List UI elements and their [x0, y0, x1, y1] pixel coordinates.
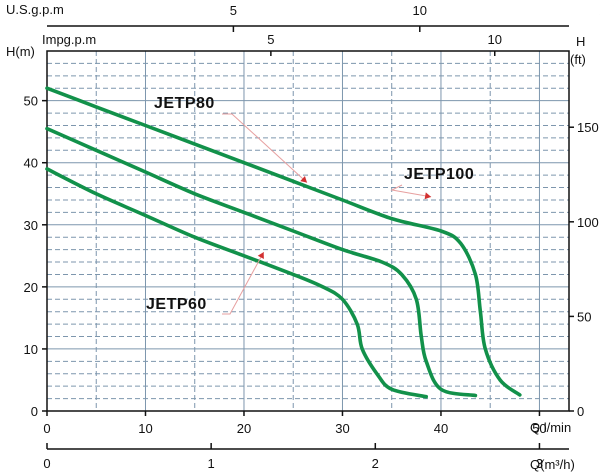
y-right-tick-label: 150 — [577, 120, 599, 135]
label-layer: JETP80 JETP100 JETP60 — [146, 95, 474, 315]
x-tick-label: 40 — [434, 421, 448, 436]
curve-jetp60 — [45, 167, 428, 399]
y-left-tick-label: 0 — [31, 404, 38, 419]
x-tick-label: 20 — [237, 421, 251, 436]
impgpm-tick-label: 10 — [488, 32, 502, 47]
curve-jetp80 — [45, 126, 478, 398]
y-left-tick-label: 40 — [24, 156, 38, 171]
x-tick-label: 0 — [43, 421, 50, 436]
y-left-tick-label: 20 — [24, 280, 38, 295]
curve-label-jetp60: JETP60 — [146, 296, 207, 313]
x-tick-label: 10 — [138, 421, 152, 436]
y-left-tick-label: 50 — [24, 94, 38, 109]
usgpm-tick-label: 5 — [230, 3, 237, 18]
y-right-tick-label: 100 — [577, 215, 599, 230]
arrowhead-jetp80 — [300, 175, 308, 183]
arrowhead-jetp100 — [424, 192, 432, 200]
curve-label-jetp80: JETP80 — [154, 95, 215, 112]
usgpm-tick-label: 15 — [599, 3, 600, 18]
y-left-axis-label: H(m) — [6, 44, 35, 59]
y-right-tick-label: 50 — [577, 309, 591, 324]
leader-line-jetp80 — [222, 113, 308, 183]
grid-layer — [47, 51, 569, 411]
usgpm-tick-label: 10 — [413, 3, 427, 18]
y-left-tick-label: 10 — [24, 342, 38, 357]
frame-layer: 0 10 20 30 40 50 0 50 100 150 0 10 20 30 40 50 0 1 2 3 5 10 15… — [24, 3, 600, 471]
m3h-tick-label: 3 — [536, 456, 543, 471]
y-right-axis-label-top: H — [576, 34, 585, 49]
y-left-tick-label: 30 — [24, 218, 38, 233]
x-axis-label: Q l/min — [530, 420, 571, 435]
m3h-tick-label: 0 — [43, 456, 50, 471]
m3h-axis-label: Q(m³/h) — [530, 457, 575, 472]
plot-frame — [46, 50, 570, 412]
usgpm-axis-label: U.S.g.p.m — [6, 2, 64, 17]
m3h-tick-label: 1 — [208, 456, 215, 471]
y-right-tick-label: 0 — [577, 404, 584, 419]
leader-line-jetp100 — [390, 184, 432, 198]
impgpm-tick-label: 5 — [267, 32, 274, 47]
curve-label-jetp100: JETP100 — [404, 166, 474, 183]
y-right-axis-label-bottom: (ft) — [570, 52, 586, 67]
curve-layer — [45, 86, 522, 399]
x-tick-label: 30 — [335, 421, 349, 436]
arrowhead-jetp60 — [257, 252, 264, 260]
leader-line-jetp60 — [222, 251, 265, 315]
curve-jetp100 — [45, 86, 522, 397]
m3h-tick-label: 2 — [372, 456, 379, 471]
impgpm-axis-label: Impg.p.m — [42, 32, 96, 47]
x-tick-label: 50 — [532, 421, 546, 436]
